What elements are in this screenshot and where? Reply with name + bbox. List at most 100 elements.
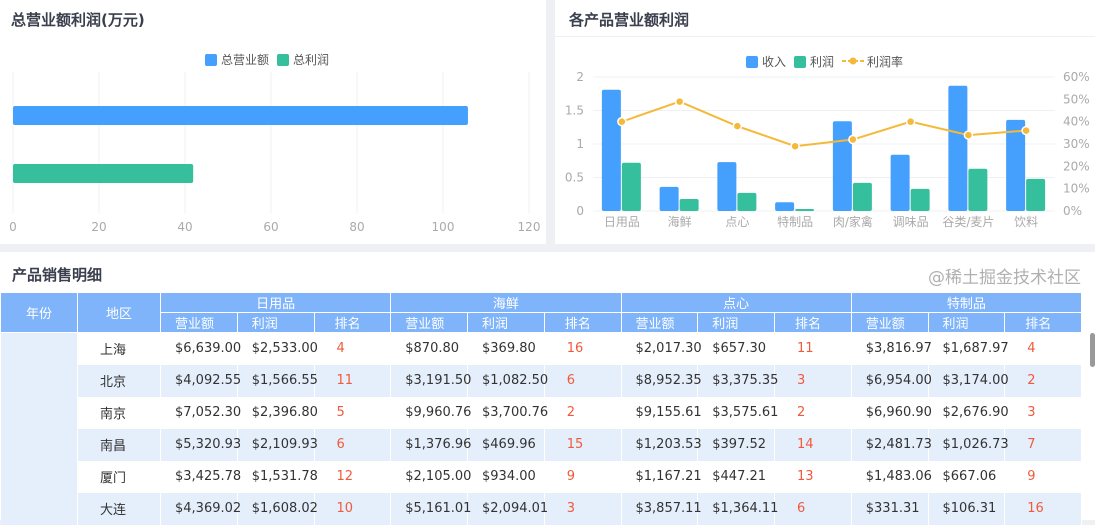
profit-cell: $667.06 (928, 460, 1006, 493)
y2-tick-label: 30% (1063, 137, 1090, 151)
table-row[interactable]: 南昌 $5,320.93 $2,109.93 6 $1,376.96 $469.96 15 $… (1, 428, 1082, 461)
profit-cell: $1,608.02 (237, 492, 318, 525)
bar-income (1006, 119, 1026, 211)
bar-income (601, 89, 621, 211)
header-group: 海鲜 (390, 292, 622, 313)
rank-cell: 3 (774, 364, 852, 397)
profit-cell: $934.00 (467, 460, 545, 493)
revenue-cell: $5,320.93 (160, 428, 241, 461)
revenue-cell: $9,155.61 (621, 396, 702, 429)
product-revenue-panel: 各产品营业额利润 收入 利润 利润率 0 0.5 1 1.5 2 0% 10% 20% 30% 4… (555, 0, 1095, 244)
subheader-rank[interactable]: 排名 (313, 312, 392, 333)
total-revenue-panel: 总营业额利润(万元) 总营业额 总利润 0 20 40 60 80 100 120 (0, 0, 546, 244)
margin-point (674, 96, 685, 107)
revenue-cell: $331.31 (851, 492, 929, 525)
bar-revenue (13, 106, 468, 125)
bar-profit (910, 188, 930, 211)
legend-item-income[interactable]: 收入 (746, 53, 786, 70)
rank-cell: 4 (314, 332, 392, 365)
region-cell: 上海 (77, 332, 161, 365)
bar-profit (621, 162, 641, 211)
margin-point (963, 130, 974, 140)
table-row[interactable]: 大连 $4,369.02 $1,608.02 10 $5,161.01 $2,094.01… (1, 492, 1082, 525)
profit-cell: $3,375.35 (697, 364, 778, 397)
rank-cell: 9 (1004, 460, 1082, 493)
subheader-rank[interactable]: 排名 (774, 312, 852, 333)
bar-profit (795, 208, 815, 211)
table-row[interactable]: 上海 $6,639.00 $2,533.00 4 $870.80 $369.80 16 $2,… (0, 332, 1082, 525)
left-legend: 总营业额 总利润 (205, 51, 329, 68)
subheader-revenue[interactable]: 营业额 (160, 312, 238, 333)
revenue-cell: $6,960.90 (851, 396, 932, 429)
revenue-cell: $5,161.01 (390, 492, 471, 525)
x-tick-label: 肉/家禽 (833, 214, 873, 229)
bar-income (948, 85, 968, 211)
sales-detail-title: 产品销售明细 (12, 266, 103, 284)
rank-cell: 13 (774, 460, 852, 493)
bar-profit (968, 168, 988, 211)
profit-cell: $1,566.55 (237, 364, 318, 397)
y2-tick-label: 50% (1063, 92, 1090, 106)
legend-item-margin[interactable]: 利润率 (842, 53, 903, 70)
margin-point (732, 121, 743, 131)
profit-cell: $397.52 (697, 428, 775, 461)
y-tick-label: 2 (576, 70, 584, 84)
bar-income (775, 202, 795, 211)
revenue-cell: $3,857.11 (621, 492, 702, 525)
bar-profit (737, 192, 757, 211)
x-tick-label: 特制品 (777, 214, 813, 229)
subheader-profit[interactable]: 利润 (927, 312, 1006, 333)
bar-income (832, 121, 852, 211)
product-revenue-title: 各产品营业额利润 (569, 11, 690, 29)
x-tick-label: 120 (518, 220, 541, 234)
rank-cell: 5 (314, 396, 392, 429)
x-tick-label: 饮料 (1014, 215, 1038, 229)
rank-cell: 6 (314, 428, 392, 461)
revenue-cell: $6,954.00 (851, 364, 932, 397)
margin-point (1021, 125, 1031, 136)
revenue-cell: $3,816.97 (851, 332, 932, 365)
subheader-revenue[interactable]: 营业额 (390, 312, 468, 333)
subheader-rank[interactable]: 排名 (1004, 312, 1082, 333)
subheader-profit[interactable]: 利润 (236, 312, 315, 333)
header-year[interactable]: 年份 (0, 292, 78, 333)
scrollbar[interactable] (1090, 333, 1095, 367)
total-revenue-title: 总营业额利润(万元) (11, 11, 145, 29)
bar-profit (852, 182, 872, 211)
region-cell: 南京 (77, 396, 161, 429)
legend-item-profit[interactable]: 利润 (794, 53, 834, 70)
x-tick-label: 日用品 (604, 215, 640, 229)
x-tick-label: 100 (432, 220, 455, 234)
profit-cell: $1,687.97 (928, 332, 1009, 365)
subheader-revenue[interactable]: 营业额 (850, 312, 929, 333)
right-legend: 收入 利润 利润率 (746, 53, 903, 70)
subheader-rank[interactable]: 排名 (543, 312, 622, 333)
bar-profit (679, 198, 699, 211)
subheader-revenue[interactable]: 营业额 (620, 312, 699, 333)
x-tick-label: 海鲜 (668, 214, 692, 229)
revenue-cell: $2,481.73 (851, 428, 932, 461)
revenue-cell: $1,167.21 (621, 460, 702, 493)
region-cell: 南昌 (77, 428, 161, 461)
bar-profit (1026, 178, 1046, 211)
rank-cell: 3 (544, 492, 622, 525)
table-row[interactable]: 南京 $7,052.30 $2,396.80 5 $9,960.76 $3,700.76 2… (1, 396, 1082, 429)
rank-cell: 6 (544, 364, 622, 397)
subheader-profit[interactable]: 利润 (697, 312, 775, 333)
legend-item-revenue[interactable]: 总营业额 (205, 51, 269, 68)
rank-cell: 12 (314, 460, 392, 493)
table-row[interactable]: 厦门 $3,425.78 $1,531.78 12 $2,105.00 $934.00 9 $… (1, 460, 1082, 493)
rank-cell: 2 (1004, 364, 1082, 397)
line-marker-icon (842, 57, 865, 65)
margin-point (848, 134, 858, 145)
sales-detail-table: 年份 地区 日用品 海鲜 点心 特制品 营业额 利润 排名 营业额 利润 排名 营业额 利润排… (0, 292, 1083, 525)
header-region[interactable]: 地区 (77, 292, 161, 333)
profit-cell: $369.80 (467, 332, 545, 365)
table-row[interactable]: 北京 $4,092.55 $1,566.55 11 $3,191.50 $1,082.50… (1, 364, 1082, 397)
revenue-cell: $7,052.30 (160, 396, 241, 429)
subheader-profit[interactable]: 利润 (467, 312, 545, 333)
revenue-cell: $4,092.55 (160, 364, 241, 397)
y2-tick-label: 10% (1063, 182, 1090, 196)
revenue-cell: $6,639.00 (160, 332, 241, 365)
legend-item-profit[interactable]: 总利润 (277, 51, 329, 68)
